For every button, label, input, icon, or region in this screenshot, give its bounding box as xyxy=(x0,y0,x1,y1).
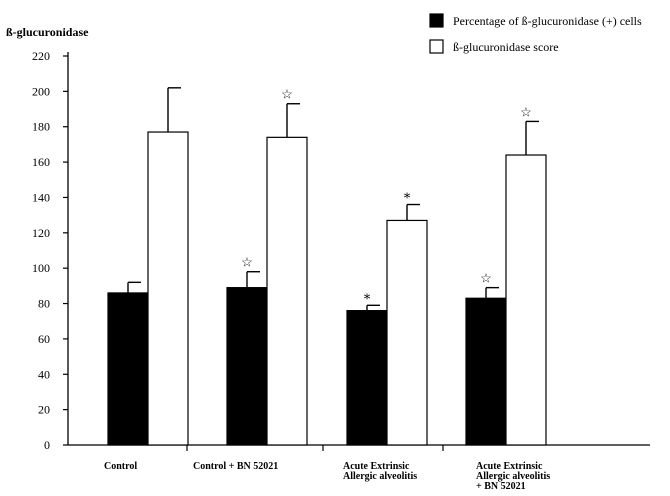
x-tick-label: Acute Extrinsic xyxy=(343,461,410,472)
legend-label-1: ß-glucuronidase score xyxy=(453,40,559,54)
bar xyxy=(505,154,547,446)
x-tick-label: Control + BN 52021 xyxy=(193,461,278,472)
legend-label-0: Percentage of ß-glucuronidase (+) cells xyxy=(453,14,642,28)
bar xyxy=(107,292,149,446)
legend-swatch-1 xyxy=(429,39,444,54)
x-tick-label: Control xyxy=(104,461,137,472)
significance-marker: ∗ xyxy=(403,188,412,203)
legend: Percentage of ß-glucuronidase (+) cells … xyxy=(429,13,642,54)
y-tick-label: 40 xyxy=(38,367,50,381)
significance-marker: ☆ xyxy=(520,104,532,119)
bar xyxy=(346,310,388,446)
bar xyxy=(266,136,308,446)
significance-marker: ☆ xyxy=(241,255,253,270)
significance-marker: ☆ xyxy=(281,87,293,102)
y-tick-label: 60 xyxy=(38,332,50,346)
y-tick-label: 20 xyxy=(38,403,50,417)
x-tick-label: Allergic alveolitis xyxy=(476,471,550,482)
y-tick-label: 180 xyxy=(32,120,50,134)
x-tick-label: Allergic alveolitis xyxy=(343,471,417,482)
y-tick-label: 80 xyxy=(38,297,50,311)
y-tick-label: 120 xyxy=(32,226,50,240)
axes: 0 20 40 60 80 100 120 140 160 180 200 220 Control Con… xyxy=(32,49,650,492)
y-axis-label: ß-glucuronidase xyxy=(6,25,89,39)
x-tick-label: + BN 52021 xyxy=(476,481,526,492)
significance-marker: ☆ xyxy=(480,271,492,286)
y-tick-label: 0 xyxy=(44,438,50,452)
bar xyxy=(226,287,268,446)
bar xyxy=(147,131,189,446)
y-tick-label: 160 xyxy=(32,155,50,169)
bar xyxy=(465,297,507,446)
y-tick-label: 100 xyxy=(32,261,50,275)
bar xyxy=(386,219,428,446)
significance-marker: ∗ xyxy=(363,288,372,303)
y-tick-label: 140 xyxy=(32,190,50,204)
bars: ☆ ☆ ∗ ∗ ☆ ☆ xyxy=(107,87,547,446)
y-tick-label: 220 xyxy=(32,49,50,63)
legend-swatch-0 xyxy=(429,13,444,28)
y-tick-label: 200 xyxy=(32,84,50,98)
x-tick-label: Acute Extrinsic xyxy=(476,461,543,472)
